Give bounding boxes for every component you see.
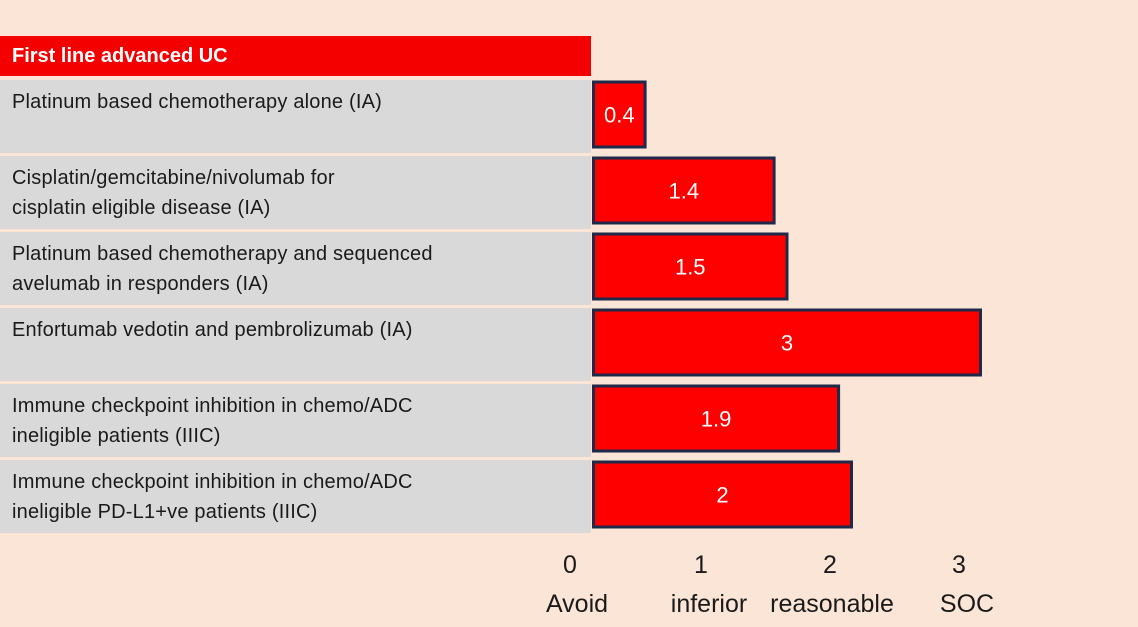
x-tick-label: 3	[952, 551, 966, 579]
bar-value-label: 1.4	[669, 179, 700, 204]
bar-value-label: 2	[716, 483, 728, 508]
bar	[592, 460, 853, 529]
bar	[592, 156, 776, 225]
row-label: Cisplatin/gemcitabine/nivolumab for cisp…	[0, 156, 591, 229]
x-tick-sublabel: inferior	[671, 590, 747, 618]
x-tick-label: 0	[563, 551, 577, 579]
row-label: Immune checkpoint inhibition in chemo/AD…	[0, 384, 591, 457]
row-label-line: ineligible PD-L1+ve patients (IIIC)	[12, 501, 318, 523]
row-label-line: Cisplatin/gemcitabine/nivolumab for	[12, 167, 335, 189]
bar-value-label: 1.5	[675, 255, 706, 280]
row-label-line: cisplatin eligible disease (IA)	[12, 197, 271, 219]
row-label-line: Immune checkpoint inhibition in chemo/AD…	[12, 471, 413, 493]
x-tick-label: 1	[694, 551, 708, 579]
row-label: Platinum based chemotherapy alone (IA)	[0, 80, 591, 153]
row-label-line: Enfortumab vedotin and pembrolizumab (IA…	[12, 319, 413, 341]
row-label-line: avelumab in responders (IA)	[12, 273, 269, 295]
x-tick-label: 2	[823, 551, 837, 579]
row-label-line: Platinum based chemotherapy and sequence…	[12, 243, 433, 265]
bar-value-label: 1.9	[701, 407, 732, 432]
bar-value-label: 0.4	[604, 103, 635, 128]
row-label: Enfortumab vedotin and pembrolizumab (IA…	[0, 308, 591, 381]
bar	[592, 80, 647, 149]
bar	[592, 308, 982, 377]
row-label-line: Immune checkpoint inhibition in chemo/AD…	[12, 395, 413, 417]
bar-value-label: 3	[781, 331, 793, 356]
x-tick-sublabel: SOC	[940, 590, 994, 618]
row-label: Immune checkpoint inhibition in chemo/AD…	[0, 460, 591, 533]
row-label-line: Platinum based chemotherapy alone (IA)	[12, 91, 383, 113]
table-header: First line advanced UC	[0, 36, 591, 76]
bar	[592, 232, 789, 301]
x-tick-sublabel: Avoid	[546, 590, 608, 618]
row-label-line: ineligible patients (IIIC)	[12, 425, 221, 447]
x-tick-sublabel: reasonable	[770, 590, 894, 618]
bar	[592, 384, 841, 453]
row-label: Platinum based chemotherapy and sequence…	[0, 232, 591, 305]
